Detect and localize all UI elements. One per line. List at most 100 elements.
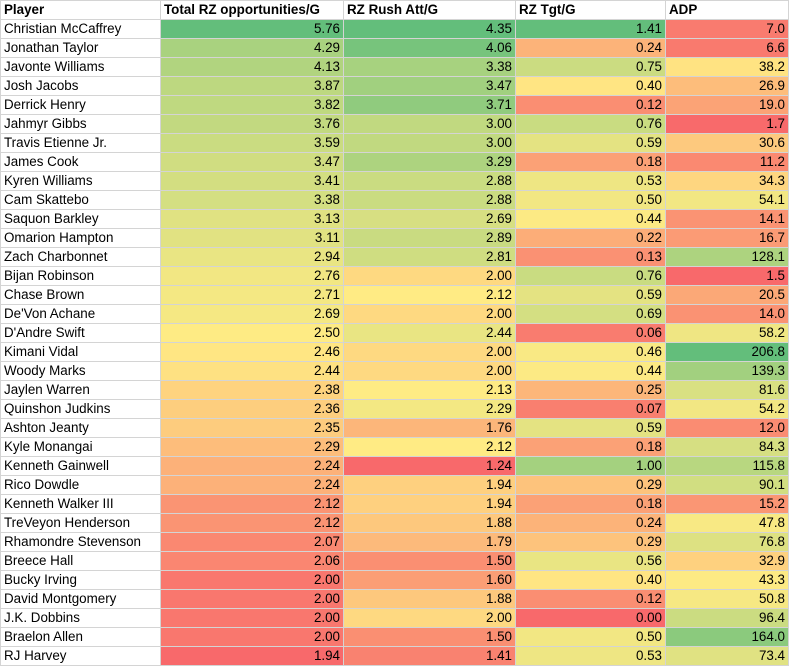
rz-rush-att-cell[interactable]: 1.88 bbox=[343, 589, 516, 609]
total-rz-cell[interactable]: 5.76 bbox=[160, 19, 344, 39]
player-cell[interactable]: Jonathan Taylor bbox=[0, 38, 161, 58]
total-rz-cell[interactable]: 2.38 bbox=[160, 380, 344, 400]
player-cell[interactable]: De'Von Achane bbox=[0, 304, 161, 324]
rz-tgt-cell[interactable]: 0.75 bbox=[515, 57, 666, 77]
rz-tgt-cell[interactable]: 0.07 bbox=[515, 399, 666, 419]
total-rz-cell[interactable]: 2.44 bbox=[160, 361, 344, 381]
rz-tgt-cell[interactable]: 0.18 bbox=[515, 152, 666, 172]
player-cell[interactable]: J.K. Dobbins bbox=[0, 608, 161, 628]
adp-cell[interactable]: 96.4 bbox=[665, 608, 789, 628]
adp-cell[interactable]: 19.0 bbox=[665, 95, 789, 115]
player-cell[interactable]: Rhamondre Stevenson bbox=[0, 532, 161, 552]
adp-cell[interactable]: 50.8 bbox=[665, 589, 789, 609]
player-cell[interactable]: Jaylen Warren bbox=[0, 380, 161, 400]
total-rz-cell[interactable]: 2.07 bbox=[160, 532, 344, 552]
header-rz-tgt[interactable]: RZ Tgt/G bbox=[515, 0, 666, 20]
player-cell[interactable]: Christian McCaffrey bbox=[0, 19, 161, 39]
player-cell[interactable]: Rico Dowdle bbox=[0, 475, 161, 495]
adp-cell[interactable]: 58.2 bbox=[665, 323, 789, 343]
header-player[interactable]: Player bbox=[0, 0, 161, 20]
rz-rush-att-cell[interactable]: 3.29 bbox=[343, 152, 516, 172]
rz-rush-att-cell[interactable]: 1.76 bbox=[343, 418, 516, 438]
player-cell[interactable]: Breece Hall bbox=[0, 551, 161, 571]
rz-tgt-cell[interactable]: 0.06 bbox=[515, 323, 666, 343]
player-cell[interactable]: Braelon Allen bbox=[0, 627, 161, 647]
rz-rush-att-cell[interactable]: 2.00 bbox=[343, 304, 516, 324]
adp-cell[interactable]: 90.1 bbox=[665, 475, 789, 495]
rz-rush-att-cell[interactable]: 1.88 bbox=[343, 513, 516, 533]
total-rz-cell[interactable]: 2.00 bbox=[160, 627, 344, 647]
adp-cell[interactable]: 32.9 bbox=[665, 551, 789, 571]
total-rz-cell[interactable]: 2.36 bbox=[160, 399, 344, 419]
rz-tgt-cell[interactable]: 0.69 bbox=[515, 304, 666, 324]
rz-rush-att-cell[interactable]: 1.41 bbox=[343, 646, 516, 666]
rz-tgt-cell[interactable]: 0.50 bbox=[515, 190, 666, 210]
player-cell[interactable]: Derrick Henry bbox=[0, 95, 161, 115]
rz-tgt-cell[interactable]: 0.40 bbox=[515, 76, 666, 96]
total-rz-cell[interactable]: 2.00 bbox=[160, 570, 344, 590]
total-rz-cell[interactable]: 3.87 bbox=[160, 76, 344, 96]
rz-tgt-cell[interactable]: 0.53 bbox=[515, 646, 666, 666]
player-cell[interactable]: Bijan Robinson bbox=[0, 266, 161, 286]
rz-rush-att-cell[interactable]: 1.79 bbox=[343, 532, 516, 552]
rz-rush-att-cell[interactable]: 4.06 bbox=[343, 38, 516, 58]
player-cell[interactable]: D'Andre Swift bbox=[0, 323, 161, 343]
rz-rush-att-cell[interactable]: 2.88 bbox=[343, 171, 516, 191]
player-cell[interactable]: Cam Skattebo bbox=[0, 190, 161, 210]
rz-rush-att-cell[interactable]: 3.38 bbox=[343, 57, 516, 77]
rz-rush-att-cell[interactable]: 2.12 bbox=[343, 437, 516, 457]
rz-tgt-cell[interactable]: 0.12 bbox=[515, 95, 666, 115]
adp-cell[interactable]: 1.7 bbox=[665, 114, 789, 134]
total-rz-cell[interactable]: 1.94 bbox=[160, 646, 344, 666]
player-cell[interactable]: Josh Jacobs bbox=[0, 76, 161, 96]
rz-tgt-cell[interactable]: 1.00 bbox=[515, 456, 666, 476]
rz-rush-att-cell[interactable]: 1.24 bbox=[343, 456, 516, 476]
rz-rush-att-cell[interactable]: 1.60 bbox=[343, 570, 516, 590]
rz-rush-att-cell[interactable]: 2.13 bbox=[343, 380, 516, 400]
total-rz-cell[interactable]: 2.94 bbox=[160, 247, 344, 267]
rz-tgt-cell[interactable]: 0.13 bbox=[515, 247, 666, 267]
adp-cell[interactable]: 139.3 bbox=[665, 361, 789, 381]
player-cell[interactable]: Javonte Williams bbox=[0, 57, 161, 77]
rz-tgt-cell[interactable]: 0.29 bbox=[515, 532, 666, 552]
rz-rush-att-cell[interactable]: 2.88 bbox=[343, 190, 516, 210]
rz-tgt-cell[interactable]: 0.40 bbox=[515, 570, 666, 590]
rz-rush-att-cell[interactable]: 1.94 bbox=[343, 494, 516, 514]
adp-cell[interactable]: 34.3 bbox=[665, 171, 789, 191]
rz-tgt-cell[interactable]: 0.18 bbox=[515, 437, 666, 457]
rz-rush-att-cell[interactable]: 2.12 bbox=[343, 285, 516, 305]
rz-rush-att-cell[interactable]: 3.71 bbox=[343, 95, 516, 115]
total-rz-cell[interactable]: 3.47 bbox=[160, 152, 344, 172]
adp-cell[interactable]: 16.7 bbox=[665, 228, 789, 248]
total-rz-cell[interactable]: 2.06 bbox=[160, 551, 344, 571]
adp-cell[interactable]: 14.1 bbox=[665, 209, 789, 229]
total-rz-cell[interactable]: 2.29 bbox=[160, 437, 344, 457]
rz-tgt-cell[interactable]: 1.41 bbox=[515, 19, 666, 39]
adp-cell[interactable]: 115.8 bbox=[665, 456, 789, 476]
rz-rush-att-cell[interactable]: 2.44 bbox=[343, 323, 516, 343]
rz-tgt-cell[interactable]: 0.76 bbox=[515, 114, 666, 134]
player-cell[interactable]: Kenneth Walker III bbox=[0, 494, 161, 514]
total-rz-cell[interactable]: 2.12 bbox=[160, 494, 344, 514]
adp-cell[interactable]: 164.0 bbox=[665, 627, 789, 647]
header-total-rz-opportunities[interactable]: Total RZ opportunities/G bbox=[160, 0, 344, 20]
rz-tgt-cell[interactable]: 0.24 bbox=[515, 38, 666, 58]
player-cell[interactable]: Kimani Vidal bbox=[0, 342, 161, 362]
total-rz-cell[interactable]: 2.35 bbox=[160, 418, 344, 438]
player-cell[interactable]: Kyle Monangai bbox=[0, 437, 161, 457]
header-adp[interactable]: ADP bbox=[665, 0, 789, 20]
rz-rush-att-cell[interactable]: 2.00 bbox=[343, 608, 516, 628]
adp-cell[interactable]: 128.1 bbox=[665, 247, 789, 267]
adp-cell[interactable]: 47.8 bbox=[665, 513, 789, 533]
rz-rush-att-cell[interactable]: 2.00 bbox=[343, 342, 516, 362]
player-cell[interactable]: Quinshon Judkins bbox=[0, 399, 161, 419]
adp-cell[interactable]: 14.0 bbox=[665, 304, 789, 324]
adp-cell[interactable]: 81.6 bbox=[665, 380, 789, 400]
rz-tgt-cell[interactable]: 0.22 bbox=[515, 228, 666, 248]
total-rz-cell[interactable]: 2.71 bbox=[160, 285, 344, 305]
total-rz-cell[interactable]: 2.46 bbox=[160, 342, 344, 362]
player-cell[interactable]: Jahmyr Gibbs bbox=[0, 114, 161, 134]
rz-tgt-cell[interactable]: 0.59 bbox=[515, 285, 666, 305]
player-cell[interactable]: James Cook bbox=[0, 152, 161, 172]
rz-rush-att-cell[interactable]: 3.47 bbox=[343, 76, 516, 96]
